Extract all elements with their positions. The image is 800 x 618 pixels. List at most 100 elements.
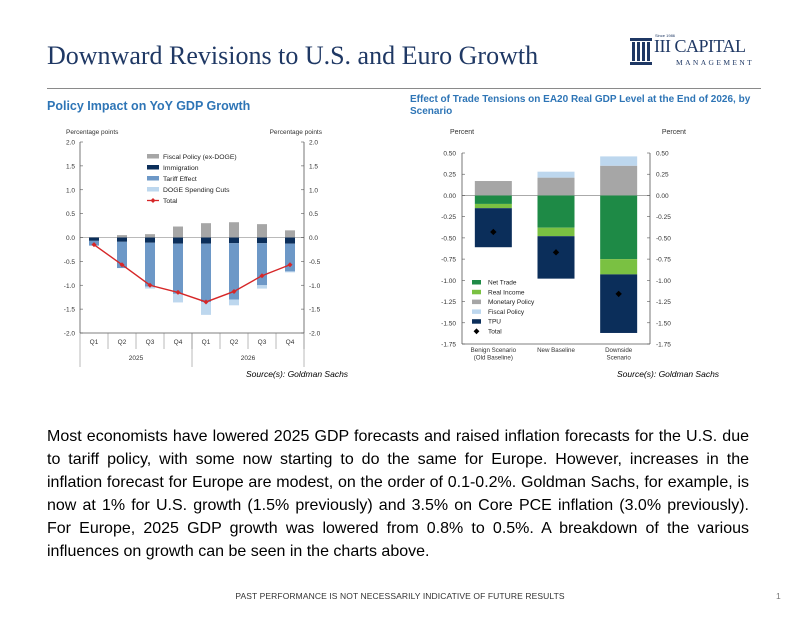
- total-marker: [490, 228, 497, 236]
- x-tick-label: Q1: [90, 339, 99, 346]
- y-tick-label-right: 1.5: [309, 163, 318, 170]
- bar-segment: [474, 181, 512, 196]
- total-point: [175, 289, 181, 295]
- y-tick-label-left: -1.50: [441, 320, 456, 327]
- bar-segment: [173, 237, 183, 244]
- legend-label: Net Trade: [488, 280, 517, 287]
- y-tick-label-right: 0.25: [656, 172, 669, 179]
- bar-segment: [537, 236, 575, 279]
- bar-segment: [257, 285, 267, 289]
- y-tick-label-left: -0.50: [441, 235, 456, 242]
- legend-swatch: [472, 289, 481, 295]
- bar-segment: [600, 156, 638, 166]
- right-chart-source: Source(s): Goldman Sachs: [617, 369, 720, 379]
- left-chart: Percentage points Percentage points 2.0 2.0…: [64, 129, 323, 367]
- legend-swatch: [147, 154, 159, 159]
- x-tick-label: Q2: [118, 339, 127, 346]
- y-tick-label-right: 0.00: [656, 193, 669, 200]
- x-group-label: 2025: [129, 355, 144, 362]
- bar-segment: [173, 293, 183, 303]
- legend-swatch: [472, 319, 481, 324]
- right-chart: Percent Percent 0.50 0.50 0.25 0.25 0.00 0.00 -0…: [441, 129, 686, 362]
- y-tick-label-right: 1.0: [309, 187, 318, 194]
- x-tick-label: Q1: [202, 339, 211, 346]
- y-tick-label-right: -1.00: [656, 278, 671, 285]
- y-tick-label-right: -0.5: [309, 259, 321, 266]
- x-tick-label: Scenario: [606, 355, 631, 362]
- y-tick-label-right: 0.5: [309, 211, 318, 218]
- y-tick-label-right: -0.25: [656, 214, 671, 221]
- x-tick-label: Benign Scenario: [471, 347, 517, 354]
- bar-segment: [201, 237, 211, 244]
- right-y-axis-label: Percent: [662, 129, 686, 136]
- bar-segment: [474, 195, 512, 204]
- bar-segment: [285, 230, 295, 238]
- legend-label: DOGE Spending Cuts: [163, 187, 230, 194]
- total-point: [91, 242, 97, 248]
- bar-segment: [201, 223, 211, 238]
- bar-segment: [229, 237, 239, 244]
- total-point: [259, 273, 265, 279]
- bar-segment: [285, 237, 295, 244]
- bar-segment: [145, 237, 155, 243]
- y-tick-label-left: -1.5: [64, 307, 76, 314]
- left-y-axis-label: Percent: [450, 129, 474, 136]
- bar-segment: [145, 234, 155, 238]
- bar-segment: [537, 177, 575, 196]
- bar-segment: [89, 237, 99, 241]
- bar-segment: [201, 301, 211, 315]
- y-tick-label-right: -1.50: [656, 320, 671, 327]
- y-tick-label-left: 0.50: [443, 151, 456, 158]
- x-tick-label: Q4: [174, 339, 183, 346]
- total-point: [231, 288, 237, 294]
- legend-line-marker: [150, 198, 156, 203]
- total-point: [119, 262, 125, 268]
- x-tick-label: Q3: [146, 339, 155, 346]
- logo-subtitle: MANAGEMENT: [676, 58, 755, 67]
- legend-label: Total: [488, 329, 502, 336]
- legend-label: Fiscal Policy (ex-DOGE): [163, 154, 237, 161]
- left-chart-source: Source(s): Goldman Sachs: [246, 369, 349, 379]
- y-tick-label-right: -2.0: [309, 331, 321, 338]
- y-tick-label-left: 0.00: [443, 193, 456, 200]
- legend-label: TPU: [488, 319, 501, 326]
- bar-segment: [600, 165, 638, 196]
- y-tick-label-right: -1.75: [656, 342, 671, 349]
- bar-segment: [201, 243, 211, 302]
- bar-segment: [474, 208, 512, 248]
- total-point: [203, 299, 209, 305]
- y-tick-label-left: 0.5: [66, 211, 75, 218]
- legend-label: Real Income: [488, 289, 525, 296]
- bar-segment: [285, 243, 295, 272]
- total-point: [147, 282, 153, 288]
- x-tick-label: Q4: [286, 339, 295, 346]
- page-number: 1: [776, 591, 781, 601]
- total-line: [93, 244, 291, 303]
- bar-segment: [229, 222, 239, 238]
- legend-swatch: [147, 187, 159, 192]
- total-point: [287, 262, 293, 268]
- bar-segment: [257, 243, 267, 286]
- legend-swatch: [472, 299, 481, 305]
- legend-label: Tariff Effect: [163, 176, 197, 183]
- bar-segment: [117, 235, 127, 238]
- y-tick-label-left: 1.5: [66, 163, 75, 170]
- bar-segment: [600, 274, 638, 333]
- bar-segment: [257, 237, 267, 244]
- company-logo: Since 1986 III CAPITAL MANAGEMENT: [630, 33, 760, 70]
- legend-label: Total: [163, 198, 178, 205]
- y-tick-label-left: 1.0: [66, 187, 75, 194]
- bar-segment: [117, 237, 127, 242]
- bar-segment: [229, 243, 239, 300]
- legend-swatch: [147, 176, 159, 181]
- y-tick-label-right: -1.0: [309, 283, 321, 290]
- y-tick-label-left: -0.75: [441, 257, 456, 264]
- y-tick-label-left: -0.25: [441, 214, 456, 221]
- bar-segment: [285, 271, 295, 273]
- bar-segment: [173, 243, 183, 294]
- y-tick-label-right: -0.50: [656, 235, 671, 242]
- y-tick-label-left: -1.00: [441, 278, 456, 285]
- x-group-label: 2026: [241, 355, 256, 362]
- bar-segment: [600, 259, 638, 275]
- slide-title: Downward Revisions to U.S. and Euro Grow…: [47, 41, 539, 70]
